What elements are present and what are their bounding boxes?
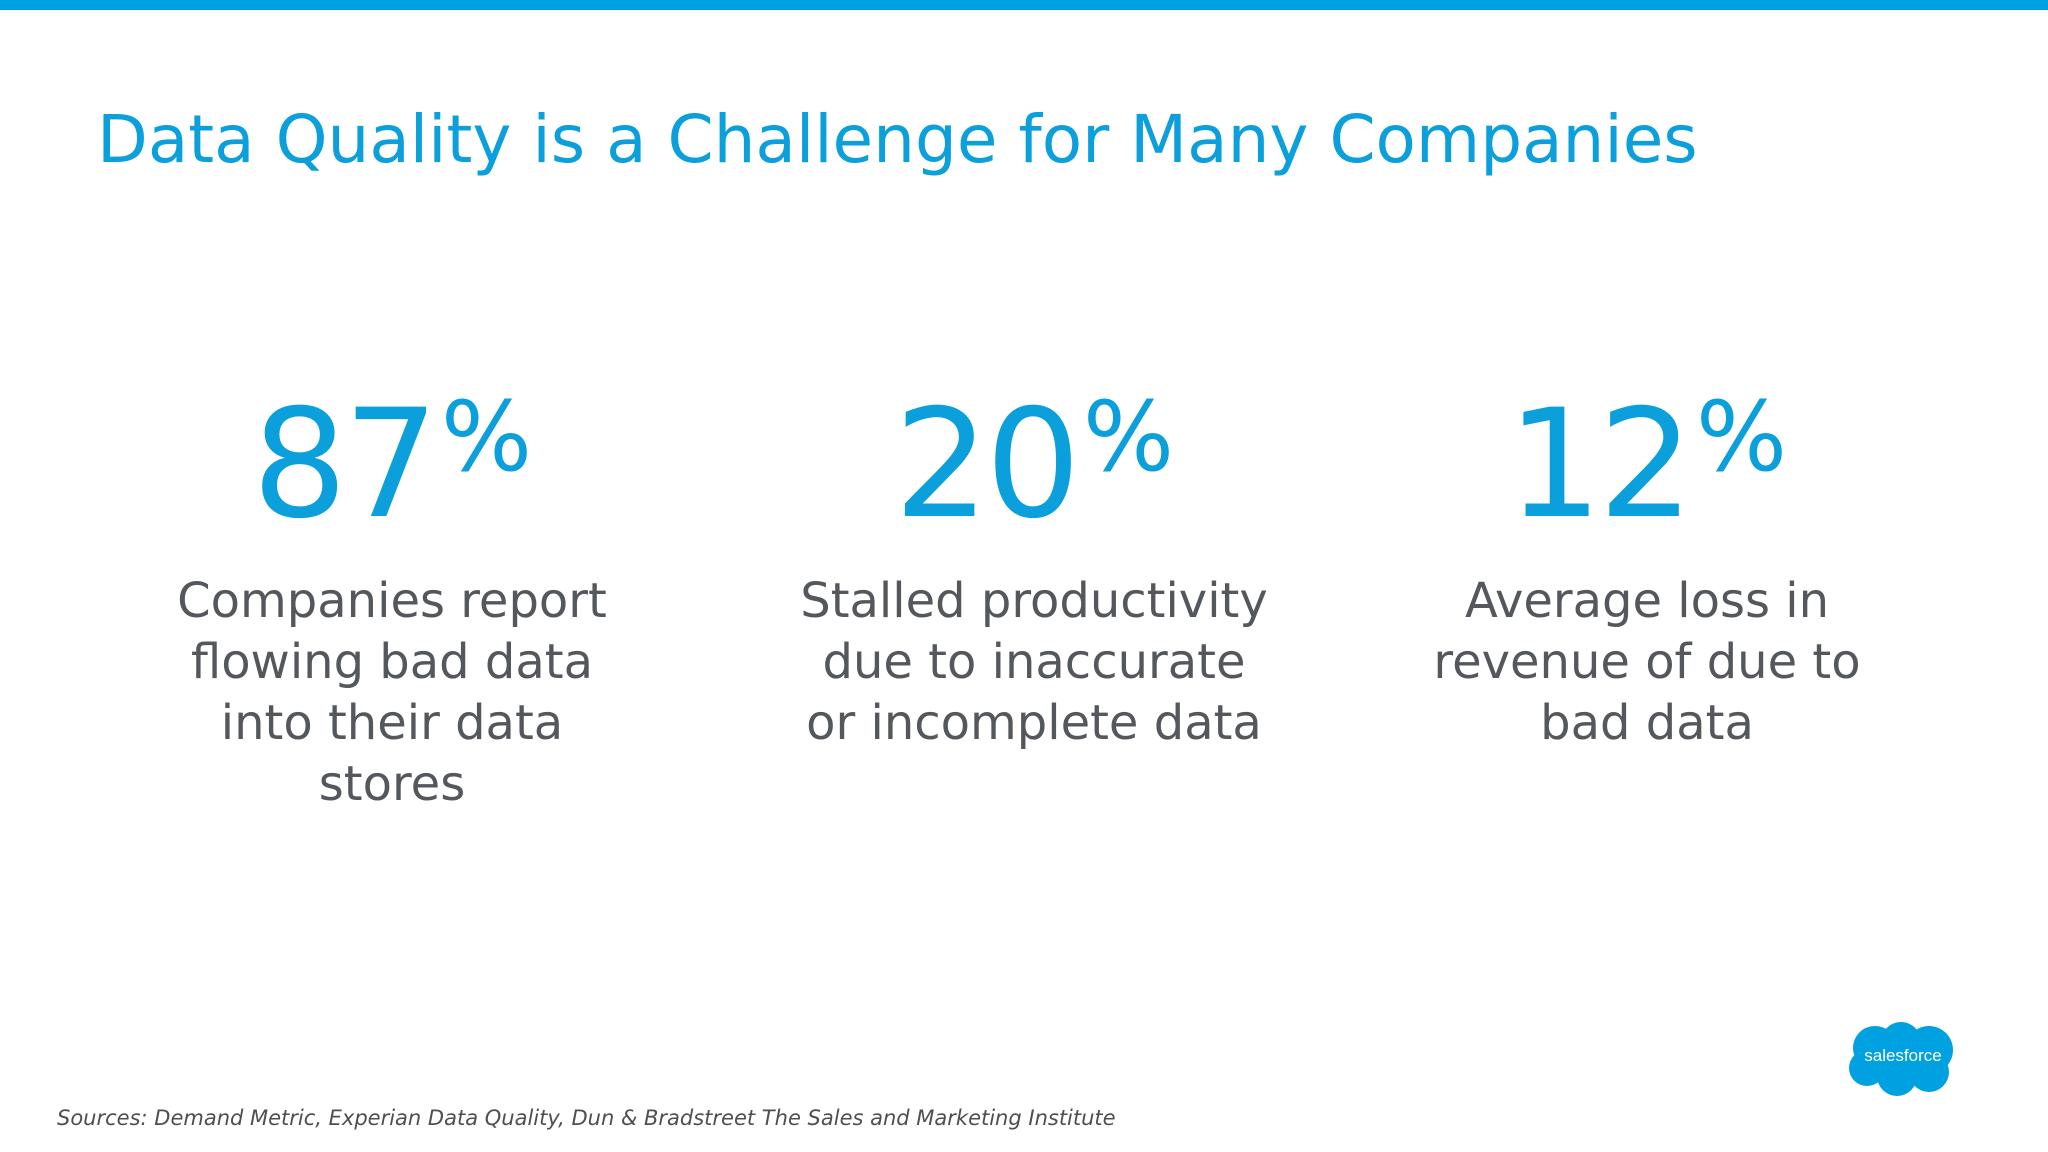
sources-footnote: Sources: Demand Metric, Experian Data Qu… (57, 1106, 1116, 1130)
stat-value: 12 % (1507, 385, 1787, 545)
stat-block: 12 % Average loss in revenue of due to b… (1337, 385, 1957, 754)
stat-description: Companies report flowing bad data into t… (177, 573, 607, 812)
stat-unit: % (1082, 381, 1175, 493)
stat-block: 87 % Companies report flowing bad data i… (82, 385, 702, 815)
stat-description: Average loss in revenue of due to bad da… (1433, 573, 1861, 751)
stat-value: 20 % (894, 385, 1174, 545)
top-accent-bar (0, 0, 2048, 10)
stat-number: 12 (1506, 378, 1694, 552)
salesforce-logo: salesforce (1845, 1020, 1961, 1100)
stat-block: 20 % Stalled productivity due to inaccur… (724, 385, 1344, 754)
salesforce-cloud-icon (1849, 1022, 1953, 1096)
stat-value: 87 % (252, 385, 532, 545)
stat-unit: % (440, 381, 533, 493)
slide-title: Data Quality is a Challenge for Many Com… (97, 101, 1698, 178)
stat-number: 87 (251, 378, 439, 552)
stat-unit: % (1695, 381, 1788, 493)
stat-number: 20 (893, 378, 1081, 552)
logo-text: salesforce (1864, 1046, 1942, 1065)
stat-description: Stalled productivity due to inaccurate o… (800, 573, 1268, 751)
